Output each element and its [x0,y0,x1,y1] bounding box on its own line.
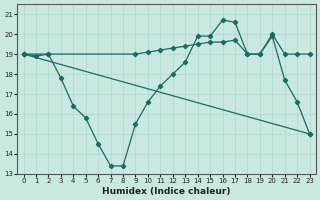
X-axis label: Humidex (Indice chaleur): Humidex (Indice chaleur) [102,187,231,196]
